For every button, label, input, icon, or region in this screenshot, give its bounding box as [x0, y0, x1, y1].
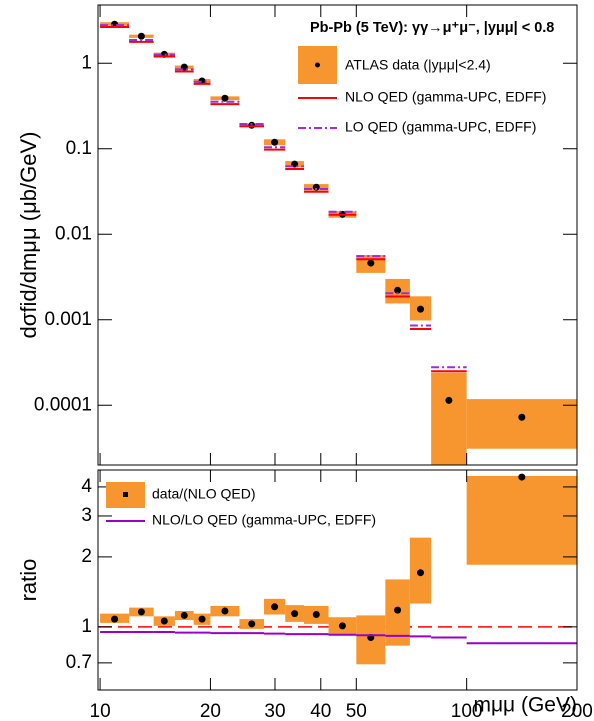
data-point — [271, 138, 279, 146]
ratio-frame — [97, 469, 578, 691]
data-point — [271, 603, 279, 611]
data-point — [137, 32, 145, 40]
data-point — [367, 259, 375, 267]
legend-swatch — [315, 62, 320, 68]
data-point — [394, 606, 402, 614]
y-axis-label: dσfid/dmμμ (μb/GeV) — [16, 132, 41, 339]
top-plot — [100, 20, 577, 465]
annotation: Pb-Pb (5 TeV): γγ→μ⁺μ⁻, |yμμ| < 0.8 — [310, 20, 554, 36]
uncertainty-band — [431, 372, 467, 465]
y-tick-label: 0.001 — [44, 309, 92, 330]
data-point — [518, 413, 526, 421]
data-point — [248, 620, 256, 628]
data-point — [338, 622, 346, 630]
y-tick-label: 0.01 — [55, 223, 92, 244]
data-point — [416, 569, 424, 577]
y-tick-label: 2 — [81, 546, 92, 567]
legend-label: LO QED (gamma-UPC, EDFF) — [345, 119, 536, 135]
uncertainty-band — [466, 399, 577, 449]
y-tick-label: 0.0001 — [34, 394, 92, 415]
x-tick-label: 50 — [346, 701, 367, 721]
data-point — [180, 611, 188, 619]
uncertainty-band — [466, 475, 577, 565]
data-point — [416, 305, 424, 313]
data-point — [160, 617, 168, 625]
y-axis-label: ratio — [16, 559, 41, 602]
y-tick-label: 1 — [81, 616, 92, 637]
axes: 1 0.1 0.01 0.001 0.0001 0.7 1 2 3 4 10 20 30 40 50 100 2… — [34, 5, 593, 721]
y-tick-label: 3 — [81, 505, 92, 526]
x-tick-label: 100 — [451, 701, 483, 721]
ratio-plot — [98, 473, 577, 665]
y-tick-label: 0.1 — [66, 138, 92, 159]
x-tick-label: 10 — [90, 701, 111, 721]
y-tick-label: 4 — [81, 476, 92, 497]
data-point — [221, 94, 229, 102]
data-point — [137, 608, 145, 616]
legend-label: data/(NLO QED) — [152, 486, 255, 502]
legend-label: NLO/LO QED (gamma-UPC, EDFF) — [152, 512, 376, 528]
data-point — [518, 473, 526, 481]
data-point — [198, 615, 206, 623]
data-point — [394, 286, 402, 294]
x-tick-label: 30 — [264, 701, 285, 721]
legend-swatch — [123, 492, 128, 497]
y-tick-label: 0.7 — [66, 652, 92, 673]
data-point — [312, 183, 320, 191]
data-point — [445, 396, 453, 404]
x-tick-label: 200 — [561, 701, 593, 721]
data-point — [248, 121, 256, 129]
legend: ATLAS data (|yμμ|<2.4) NLO QED (gamma-UP… — [106, 46, 546, 528]
legend-label: ATLAS data (|yμμ|<2.4) — [345, 57, 491, 73]
x-tick-label: 40 — [310, 701, 331, 721]
x-axis-label: mμμ (GeV) — [473, 694, 577, 717]
data-point — [312, 611, 320, 619]
legend-label: NLO QED (gamma-UPC, EDFF) — [345, 89, 546, 105]
data-point — [111, 615, 119, 623]
top-frame — [97, 4, 578, 466]
data-point — [221, 607, 229, 615]
x-tick-label: 20 — [200, 701, 221, 721]
y-tick-label: 1 — [81, 52, 92, 73]
data-point — [291, 610, 299, 618]
